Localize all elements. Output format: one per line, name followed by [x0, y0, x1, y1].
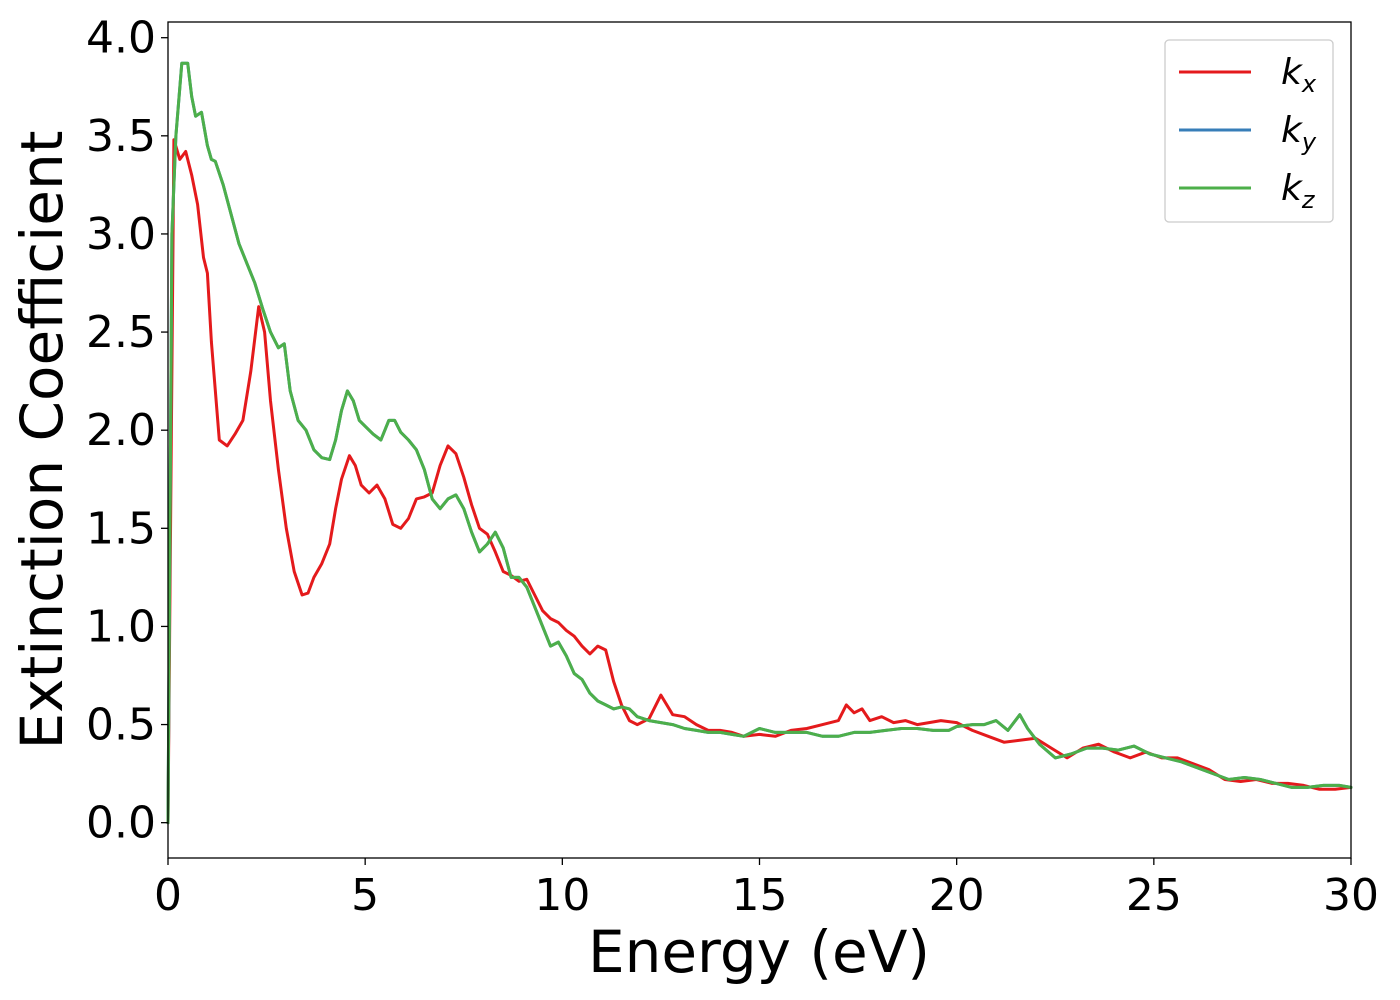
y-tick-label: 3.5 [86, 111, 156, 162]
y-axis-title: Extinction Coefficient [8, 131, 76, 750]
y-tick-label: 0.5 [86, 700, 156, 751]
series-layer [166, 61, 1353, 825]
x-tick-label: 30 [1323, 870, 1379, 921]
x-tick-label: 5 [351, 870, 379, 921]
y-tick-label: 4.0 [86, 13, 156, 64]
x-tick-label: 20 [929, 870, 985, 921]
y-tick-label: 1.5 [86, 503, 156, 554]
y-tick-label: 0.0 [86, 798, 156, 849]
legend-label-x: kx [1281, 52, 1317, 98]
y-tick-label: 1.0 [86, 601, 156, 652]
y-tick-label: 2.5 [86, 307, 156, 358]
series-line-z [166, 61, 1353, 825]
x-tick-label: 10 [534, 870, 590, 921]
x-tick-label: 0 [154, 870, 182, 921]
axes-layer: 0 5 10 15 20 25 30 0.0 0.5 1.0 1.5 2.0 2.5 3.0 3.5 4.0 [86, 13, 1379, 921]
legend-label-y: ky [1281, 110, 1317, 156]
legend-label-z: kz [1281, 168, 1316, 214]
y-tick-label: 2.0 [86, 405, 156, 456]
series-line-x [166, 138, 1353, 825]
x-tick-label: 25 [1126, 870, 1182, 921]
x-axis-title: Energy (eV) [588, 918, 930, 986]
legend: kx ky kz [1164, 39, 1334, 223]
y-tick-label: 3.0 [86, 209, 156, 260]
x-tick-label: 15 [732, 870, 788, 921]
